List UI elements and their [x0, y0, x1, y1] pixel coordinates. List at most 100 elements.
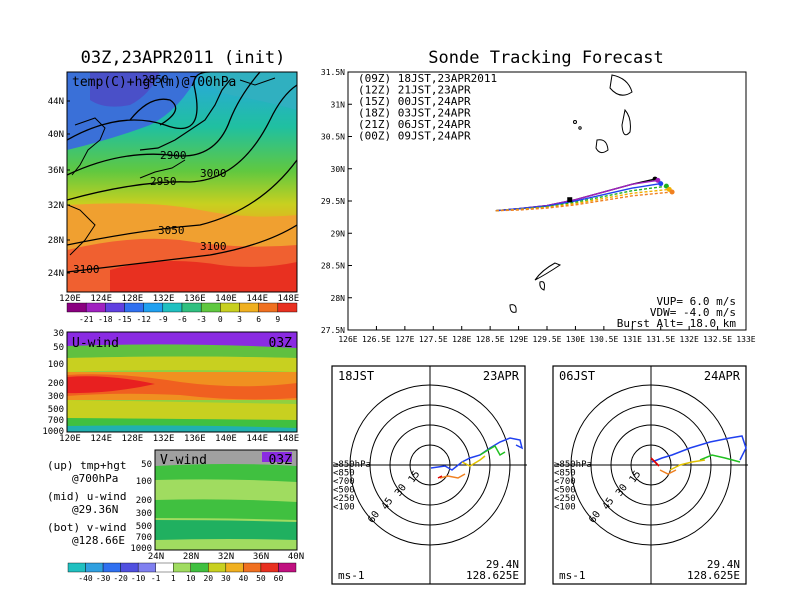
u-y-tick: 100	[48, 360, 64, 370]
hodo-legend-item: ≥850hPa	[333, 460, 371, 470]
track-y-tick: 31N	[331, 100, 346, 109]
v-x-tick: 40N	[288, 552, 304, 562]
sonde-tracks	[495, 176, 675, 212]
legend-line: (up) tmp+hgt	[47, 459, 126, 472]
temp-cbar-label: -18	[98, 315, 113, 324]
map-y-tick: 36N	[48, 166, 64, 176]
map-y-tick: 28N	[48, 236, 64, 246]
hodo2-trace-red	[650, 457, 660, 467]
map-x-tick: 136E	[184, 294, 206, 304]
u-x-tick: 140E	[215, 434, 237, 444]
track-x-tick: 126E	[338, 335, 357, 344]
colorbar-cell	[67, 562, 86, 573]
v-y-tick: 50	[141, 460, 152, 470]
map-y-tick: 40N	[48, 130, 64, 140]
hodo1-trace-yellow	[461, 455, 486, 467]
colorbar-cell	[190, 562, 209, 573]
legend-line: @29.36N	[72, 503, 118, 516]
hodo1-date: 23APR	[483, 369, 520, 383]
map-x-tick: 144E	[246, 294, 268, 304]
contour-labels: 2850 2900 2950 3000 3050 3100 3100	[73, 73, 227, 276]
v-y-tick: 1000	[130, 544, 152, 554]
run-legend-item: (18Z) 03JST,24APR	[358, 107, 471, 120]
track-x-tick: 129E	[509, 335, 528, 344]
tracking-frame	[347, 71, 747, 331]
wind-cbar-label: 30	[221, 574, 231, 583]
hodo1-trace-red	[437, 475, 443, 479]
wind-cbar-label: 60	[274, 574, 284, 583]
hodo-legend-item: ≥850hPa	[554, 460, 592, 470]
u-y-tick: 300	[48, 392, 64, 402]
colorbar-cell	[278, 562, 297, 573]
temp-cbar-label: -12	[136, 315, 151, 324]
u-y-tick: 200	[48, 379, 64, 389]
map-x-tick: 128E	[122, 294, 144, 304]
burst-point	[663, 183, 669, 189]
u-wind-frame	[66, 331, 298, 433]
legend-line: (mid) u-wind	[47, 490, 126, 503]
map-y-ticks: 44N 40N 36N 32N 28N 24N	[48, 97, 70, 279]
v-x-tick: 28N	[183, 552, 199, 562]
v-wind-time: 03Z	[269, 453, 293, 468]
track-x-tick: 129.5E	[533, 335, 562, 344]
track-x-tick: 127.5E	[419, 335, 448, 344]
contour-label: 2850	[142, 73, 169, 86]
hodo1-trace-green	[479, 444, 506, 457]
hodo2-time: 06JST	[559, 369, 595, 383]
colorbar-cell	[173, 562, 191, 573]
track-y-tick: 31.5N	[321, 68, 345, 77]
map-x-tick: 124E	[90, 294, 112, 304]
hodo2-trace-green	[699, 454, 741, 463]
legend-line: @128.66E	[72, 534, 125, 547]
map-y-tick: 32N	[48, 201, 64, 211]
hodo1-trace-orange	[439, 473, 466, 479]
hodo1-lat: 29.4N	[486, 558, 519, 571]
tracking-axes: 126E 126.5E 127E 127.5E 128E 128.5E 129E 129.5E…	[321, 68, 756, 344]
colorbar-cell	[243, 562, 262, 573]
wind-cbar-label: 10	[186, 574, 196, 583]
hodo2-trace-orange	[659, 469, 677, 475]
v-x-tick: 36N	[253, 552, 269, 562]
map-y-tick: 24N	[48, 269, 64, 279]
hodo1-lon: 128.625E	[466, 569, 519, 582]
colorbar-cell	[105, 302, 125, 313]
u-x-tick: 124E	[90, 434, 112, 444]
wind-colorbar: -40 -30 -20 -10 -1 1 10 20 30 40 50 60	[67, 562, 297, 583]
hodo2-lon: 128.625E	[687, 569, 740, 582]
temp-cbar-label: -21	[79, 315, 94, 324]
map-x-tick: 132E	[153, 294, 175, 304]
colorbar-cell	[155, 562, 174, 573]
track-x-tick: 131.5E	[646, 335, 675, 344]
run-legend-item: (12Z) 21JST,23APR	[358, 84, 471, 97]
hodo2-date: 24APR	[704, 369, 741, 383]
wind-cbar-label: 20	[203, 574, 213, 583]
contour-label: 3100	[73, 263, 100, 276]
track-y-tick: 29.5N	[321, 197, 345, 206]
colorbar-cell	[208, 562, 227, 573]
u-x-tick: 128E	[122, 434, 144, 444]
colorbar-cell	[143, 302, 164, 313]
track-x-tick: 127E	[395, 335, 414, 344]
track-y-tick: 28N	[331, 294, 346, 303]
wind-cbar-label: 50	[256, 574, 266, 583]
u-x-tick: 148E	[278, 434, 300, 444]
colorbar-cell	[162, 302, 183, 313]
colorbar-cell	[102, 562, 121, 573]
track-y-tick: 29N	[331, 229, 346, 238]
v-x-ticks: 24N 28N 32N 36N 40N	[148, 552, 304, 562]
hodo1-legend: ≥850hPa<850<700<500<250<100	[333, 460, 371, 513]
track-y-tick: 27.5N	[321, 326, 345, 335]
colorbar-cell	[120, 562, 139, 573]
u-y-tick: 30	[53, 329, 64, 339]
left-title: 03Z,23APR2011 (init)	[81, 48, 286, 68]
track-x-tick: 126.5E	[362, 335, 391, 344]
map-label: temp(C)+hgt(m)@700hPa	[72, 75, 236, 90]
u-wind-time: 03Z	[269, 336, 293, 351]
run-legend: (09Z) 18JST,23APR2011(12Z) 21JST,23APR(1…	[358, 72, 497, 143]
contour-label: 2950	[150, 175, 177, 188]
launch-info: VUP= 6.0 m/s VDW= -4.0 m/s Burst Alt= 18…	[617, 295, 737, 330]
